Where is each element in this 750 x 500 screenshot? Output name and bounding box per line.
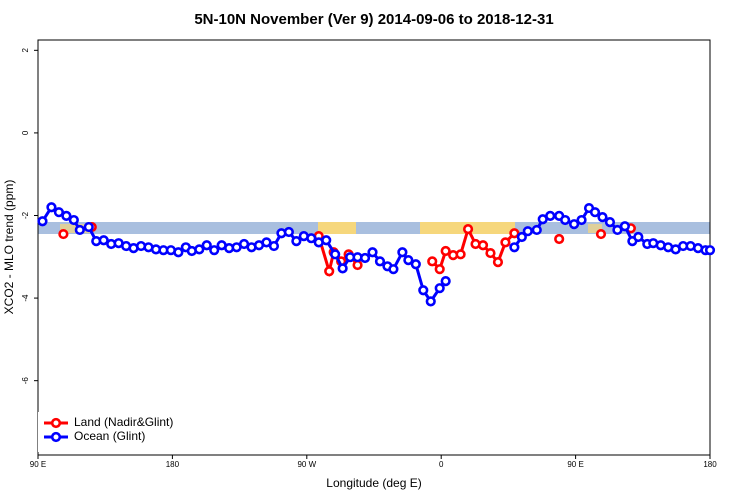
point <box>516 231 527 243</box>
point <box>633 231 644 243</box>
point <box>209 245 220 256</box>
point <box>485 247 496 259</box>
point <box>367 247 378 258</box>
point <box>201 240 212 251</box>
point <box>425 296 436 307</box>
point <box>397 247 408 258</box>
point <box>352 259 363 271</box>
point <box>427 256 438 267</box>
legend-label: Land (Nadir&Glint) <box>74 415 173 429</box>
legend-marker <box>50 417 62 429</box>
point <box>330 249 341 260</box>
point <box>388 264 399 275</box>
point <box>509 242 520 253</box>
y-tick-label: 2 <box>21 48 30 53</box>
point <box>492 257 504 268</box>
point <box>569 219 580 230</box>
point <box>58 228 69 240</box>
x-tick-label: 180 <box>166 460 180 469</box>
point <box>337 263 348 274</box>
legend-marker <box>50 431 62 443</box>
point <box>440 245 451 257</box>
x-tick-label: 0 <box>439 460 444 469</box>
point <box>522 226 533 237</box>
point <box>455 249 466 260</box>
point <box>194 244 205 255</box>
y-tick-label: -4 <box>21 294 30 302</box>
chart-title: 5N-10N November (Ver 9) 2014-09-06 to 20… <box>194 11 553 28</box>
point <box>321 235 332 246</box>
x-axis-label: Longitude (deg E) <box>326 476 421 490</box>
point <box>291 235 302 247</box>
x-tick-label: 90 W <box>297 460 316 469</box>
point <box>283 226 294 238</box>
point <box>83 221 94 233</box>
legend-box <box>38 412 188 452</box>
point <box>410 259 421 270</box>
point <box>619 221 630 232</box>
point <box>37 216 48 227</box>
point <box>604 217 616 228</box>
legend-label: Ocean (Glint) <box>74 429 145 443</box>
point <box>560 214 571 226</box>
point <box>403 254 414 266</box>
point <box>324 266 335 277</box>
point <box>74 224 85 236</box>
point <box>61 210 72 222</box>
point <box>462 224 474 235</box>
y-tick-label: 0 <box>21 130 30 135</box>
point <box>98 235 109 246</box>
point <box>68 214 79 226</box>
point <box>46 202 57 213</box>
point <box>434 264 445 275</box>
y-axis-label: XCO2 - MLO trend (ppm) <box>2 180 16 315</box>
point <box>261 237 272 248</box>
point <box>612 224 623 236</box>
point <box>554 233 565 245</box>
point <box>440 276 451 287</box>
x-tick-label: 90 E <box>30 460 46 469</box>
point <box>359 252 371 264</box>
point <box>418 285 429 296</box>
point <box>500 237 511 248</box>
point <box>531 224 542 236</box>
x-tick-label: 90 E <box>567 460 583 469</box>
point <box>704 245 716 256</box>
point <box>53 207 65 218</box>
point <box>595 228 607 240</box>
x-tick-label: 180 <box>703 460 717 469</box>
y-tick-label: -2 <box>21 211 30 219</box>
point <box>509 228 520 239</box>
series-line <box>319 228 631 271</box>
point <box>545 210 556 222</box>
point <box>477 240 489 251</box>
point <box>374 256 386 267</box>
point <box>173 247 184 258</box>
point <box>597 212 608 223</box>
point <box>306 233 317 244</box>
point <box>576 214 587 226</box>
point <box>434 283 445 294</box>
y-tick-label: -6 <box>21 377 30 385</box>
point <box>589 207 601 218</box>
map-strip <box>38 222 710 234</box>
point <box>268 240 280 252</box>
